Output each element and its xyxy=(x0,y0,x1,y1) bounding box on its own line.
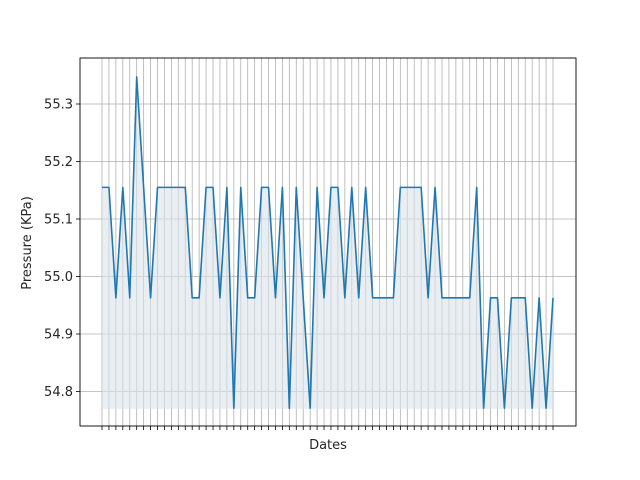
y-tick-label: 55.1 xyxy=(44,213,73,228)
y-tick-label: 55.0 xyxy=(44,270,73,285)
y-tick-label: 55.3 xyxy=(44,98,73,113)
series-line-layer xyxy=(102,76,554,409)
y-axis-label: Pressure (KPa) xyxy=(20,196,35,290)
y-tick-label: 54.8 xyxy=(44,385,73,400)
series-line xyxy=(102,76,554,409)
axes xyxy=(79,57,577,427)
plot-frame xyxy=(79,57,577,427)
y-tick-label: 55.2 xyxy=(44,155,73,170)
ticks: 54.8 54.9 55.0 55.1 55.2 55.3 xyxy=(44,98,554,430)
x-axis-label: Dates xyxy=(309,438,347,453)
y-tick-label: 54.9 xyxy=(44,328,73,343)
